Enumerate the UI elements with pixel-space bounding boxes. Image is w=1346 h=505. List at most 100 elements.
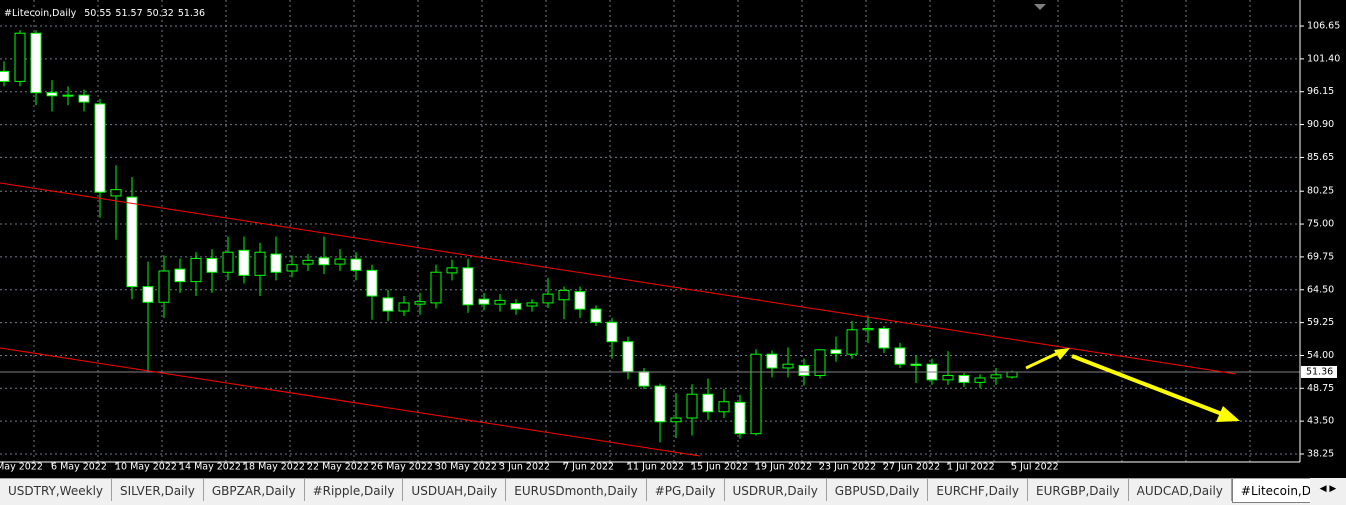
candle-body	[286, 264, 298, 272]
tab[interactable]: EURGBP,Daily	[1028, 479, 1129, 501]
candle-body	[830, 349, 842, 355]
candle-body	[766, 353, 778, 369]
readout-low: 50.32	[147, 8, 174, 19]
y-tick-label: 80.25	[1307, 186, 1334, 197]
arrow-up-shaft	[1025, 350, 1061, 370]
tab[interactable]: USDTRY,Weekly	[0, 479, 112, 501]
tab[interactable]: #Ripple,Daily	[305, 479, 404, 501]
candle-body	[510, 303, 522, 310]
x-tick-label: 10 May 2022	[115, 462, 177, 473]
candle-body	[606, 321, 618, 343]
plot-layer	[0, 30, 1300, 443]
y-tick-label: 85.65	[1307, 152, 1334, 163]
candle-body	[878, 328, 890, 349]
tab-scroll[interactable]: ◀ ▶	[1310, 478, 1346, 505]
candle-body	[910, 363, 922, 366]
tab[interactable]: EURCHF,Daily	[928, 479, 1028, 501]
x-tick-label: 7 Jun 2022	[563, 462, 614, 473]
candle-body	[318, 257, 330, 266]
x-tick-label: 27 Jun 2022	[883, 462, 940, 473]
tab[interactable]: USDUAH,Daily	[403, 479, 507, 501]
price-label-box	[1301, 365, 1337, 378]
tab[interactable]: AUDCAD,Daily	[1129, 479, 1232, 501]
candle-body	[478, 298, 490, 305]
candle-body	[734, 401, 746, 435]
readout-close: 51.36	[178, 8, 205, 19]
y-tick-label: 69.75	[1307, 251, 1334, 262]
candle-body	[190, 257, 202, 283]
x-tick-label: 18 May 2022	[243, 462, 305, 473]
tab[interactable]: GBPZAR,Daily	[204, 479, 305, 501]
candle-body	[1006, 371, 1018, 378]
x-tick-label: 30 May 2022	[435, 462, 497, 473]
tab[interactable]: SILVER,Daily	[112, 479, 204, 501]
candle-body	[974, 377, 986, 383]
tab[interactable]: GBPUSD,Daily	[827, 479, 929, 501]
candle-body	[222, 251, 234, 273]
price-label: 51.36	[1306, 366, 1333, 377]
candle-body	[494, 299, 506, 305]
upper-trendline	[0, 182, 1237, 375]
candle-body	[302, 259, 314, 265]
readout-open: 50.55	[84, 8, 111, 19]
candle-body	[942, 374, 954, 381]
candle-body	[542, 293, 554, 304]
candle-body	[174, 268, 186, 283]
candle-body	[126, 196, 138, 288]
chart-header: #Litecoin,Daily 50.55 51.57 50.32 51.36	[4, 8, 205, 19]
candle-body	[750, 353, 762, 435]
tab[interactable]: #PG,Daily	[647, 479, 725, 501]
x-tick-label: 1 Jul 2022	[947, 462, 995, 473]
candle-body	[430, 271, 442, 304]
grid-layer	[0, 0, 1300, 462]
candle-body	[382, 297, 394, 312]
candle-body	[798, 364, 810, 376]
candle-body	[526, 302, 538, 307]
x-tick-label: 2 May 2022	[0, 462, 43, 473]
candle-body	[686, 393, 698, 419]
chart-title: #Litecoin,Daily	[4, 8, 77, 19]
candle-body	[334, 258, 346, 265]
y-tick-label: 59.25	[1307, 317, 1334, 328]
y-tick-label: 54.00	[1307, 350, 1334, 361]
candle-body	[142, 286, 154, 303]
y-tick-label: 106.65	[1307, 21, 1340, 32]
candle-body	[670, 417, 682, 423]
x-tick-label: 3 Jun 2022	[499, 462, 550, 473]
y-tick-label: 48.75	[1307, 383, 1334, 394]
candle-body	[590, 308, 602, 323]
candle-body	[782, 363, 794, 369]
candle-body	[702, 393, 714, 413]
arrow-down-head	[1216, 406, 1240, 422]
chart: #Litecoin,Daily 50.55 51.57 50.32 51.36 106.…	[0, 0, 1346, 478]
candle-body	[78, 94, 90, 103]
candle-body	[46, 92, 58, 97]
x-tick-label: 26 May 2022	[371, 462, 433, 473]
annotation-layer	[0, 182, 1240, 457]
x-tick-label: 14 May 2022	[179, 462, 241, 473]
candle-body	[238, 249, 250, 276]
candle-body	[574, 291, 586, 310]
candle-body	[270, 253, 282, 273]
x-tick-label: 5 Jul 2022	[1011, 462, 1059, 473]
candle-body	[398, 302, 410, 312]
lower-trendline	[0, 347, 701, 457]
candle-body	[30, 32, 42, 94]
candle-body	[254, 251, 266, 276]
candle-body	[654, 385, 666, 423]
candle-body	[446, 267, 458, 274]
candle-body	[638, 371, 650, 387]
candle-body	[462, 267, 474, 306]
x-tick-label: 6 May 2022	[51, 462, 107, 473]
candle-body	[558, 289, 570, 301]
background	[0, 0, 1346, 478]
candle-body	[14, 32, 26, 82]
candle-body	[958, 374, 970, 383]
candle-body	[62, 94, 74, 97]
x-tick-label: 11 Jun 2022	[627, 462, 684, 473]
candle-body	[990, 374, 1002, 379]
y-tick-label: 64.50	[1307, 284, 1334, 295]
tab[interactable]: USDRUR,Daily	[725, 479, 827, 501]
candle-body	[0, 70, 10, 82]
tab[interactable]: EURUSDmonth,Daily	[506, 479, 647, 501]
